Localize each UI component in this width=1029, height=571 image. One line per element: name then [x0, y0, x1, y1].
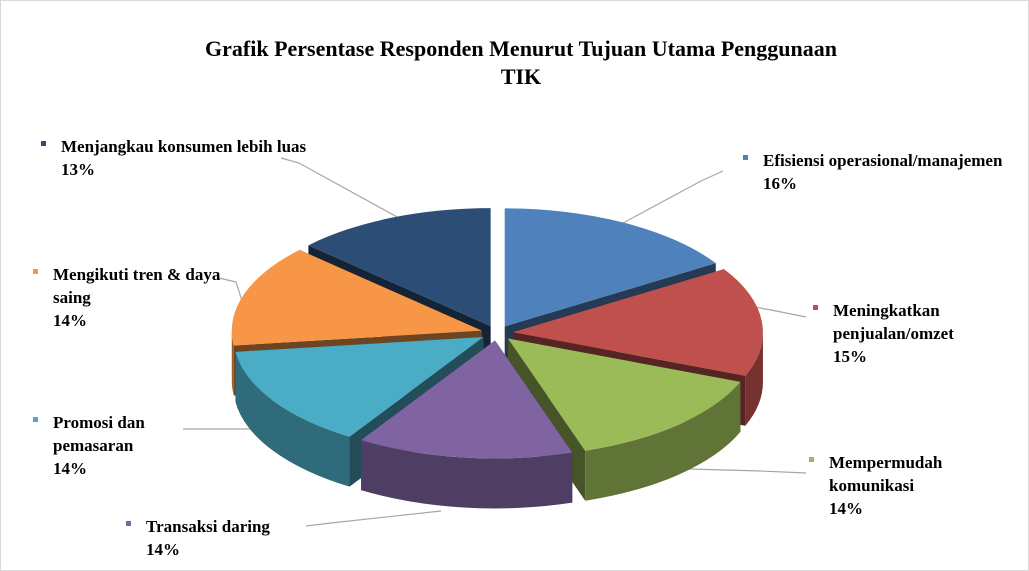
value-label: 13% — [61, 160, 95, 179]
data-label: Menjangkau konsumen lebih luas 13% — [41, 135, 311, 181]
label-marker — [126, 521, 131, 526]
data-label: Mempermudah komunikasi 14% — [809, 451, 1014, 520]
chart-title: Grafik Persentase Responden Menurut Tuju… — [205, 36, 837, 89]
category-label: Mempermudah komunikasi — [829, 453, 943, 495]
label-marker — [33, 417, 38, 422]
pie-slice — [504, 208, 716, 327]
pie-slice — [507, 338, 741, 451]
pie-slice — [308, 208, 491, 327]
value-label: 14% — [146, 540, 180, 559]
pie-slice — [361, 340, 573, 459]
data-label: Meningkatkan penjualan/omzet 15% — [813, 299, 1029, 368]
pie-slice — [231, 249, 482, 346]
pie-slice — [512, 269, 763, 376]
value-label: 14% — [53, 311, 87, 330]
label-marker — [33, 269, 38, 274]
data-label: Efisiensi operasional/manajemen 16% — [743, 149, 1003, 195]
category-label: Transaksi daring — [146, 517, 270, 536]
value-label: 15% — [833, 347, 867, 366]
category-label: Promosi dan pemasaran — [53, 413, 145, 455]
leader-lines — [183, 157, 807, 527]
category-label: Meningkatkan penjualan/omzet — [833, 301, 954, 343]
pie-slice — [235, 337, 484, 437]
category-label: Efisiensi operasional/manajemen — [763, 151, 1003, 170]
slice-side — [231, 330, 234, 396]
label-marker — [813, 305, 818, 310]
data-label: Transaksi daring 14% — [126, 515, 346, 561]
leader-line — [280, 157, 420, 230]
leader-line — [596, 170, 724, 238]
label-marker — [41, 141, 46, 146]
label-marker — [809, 457, 814, 462]
slice-side — [585, 381, 741, 501]
data-label: Mengikuti tren & daya saing 14% — [33, 263, 253, 332]
slice-side — [361, 440, 573, 509]
category-label: Menjangkau konsumen lebih luas — [61, 137, 307, 156]
leader-line — [688, 468, 807, 474]
value-label: 14% — [829, 499, 863, 518]
label-marker — [743, 155, 748, 160]
slice-side — [235, 351, 350, 487]
data-label: Promosi dan pemasaran 14% — [33, 411, 203, 480]
category-label: Mengikuti tren & daya saing — [53, 265, 221, 307]
value-label: 14% — [53, 459, 87, 478]
value-label: 16% — [763, 174, 797, 193]
leader-line — [305, 510, 442, 527]
slice-side — [745, 332, 763, 426]
